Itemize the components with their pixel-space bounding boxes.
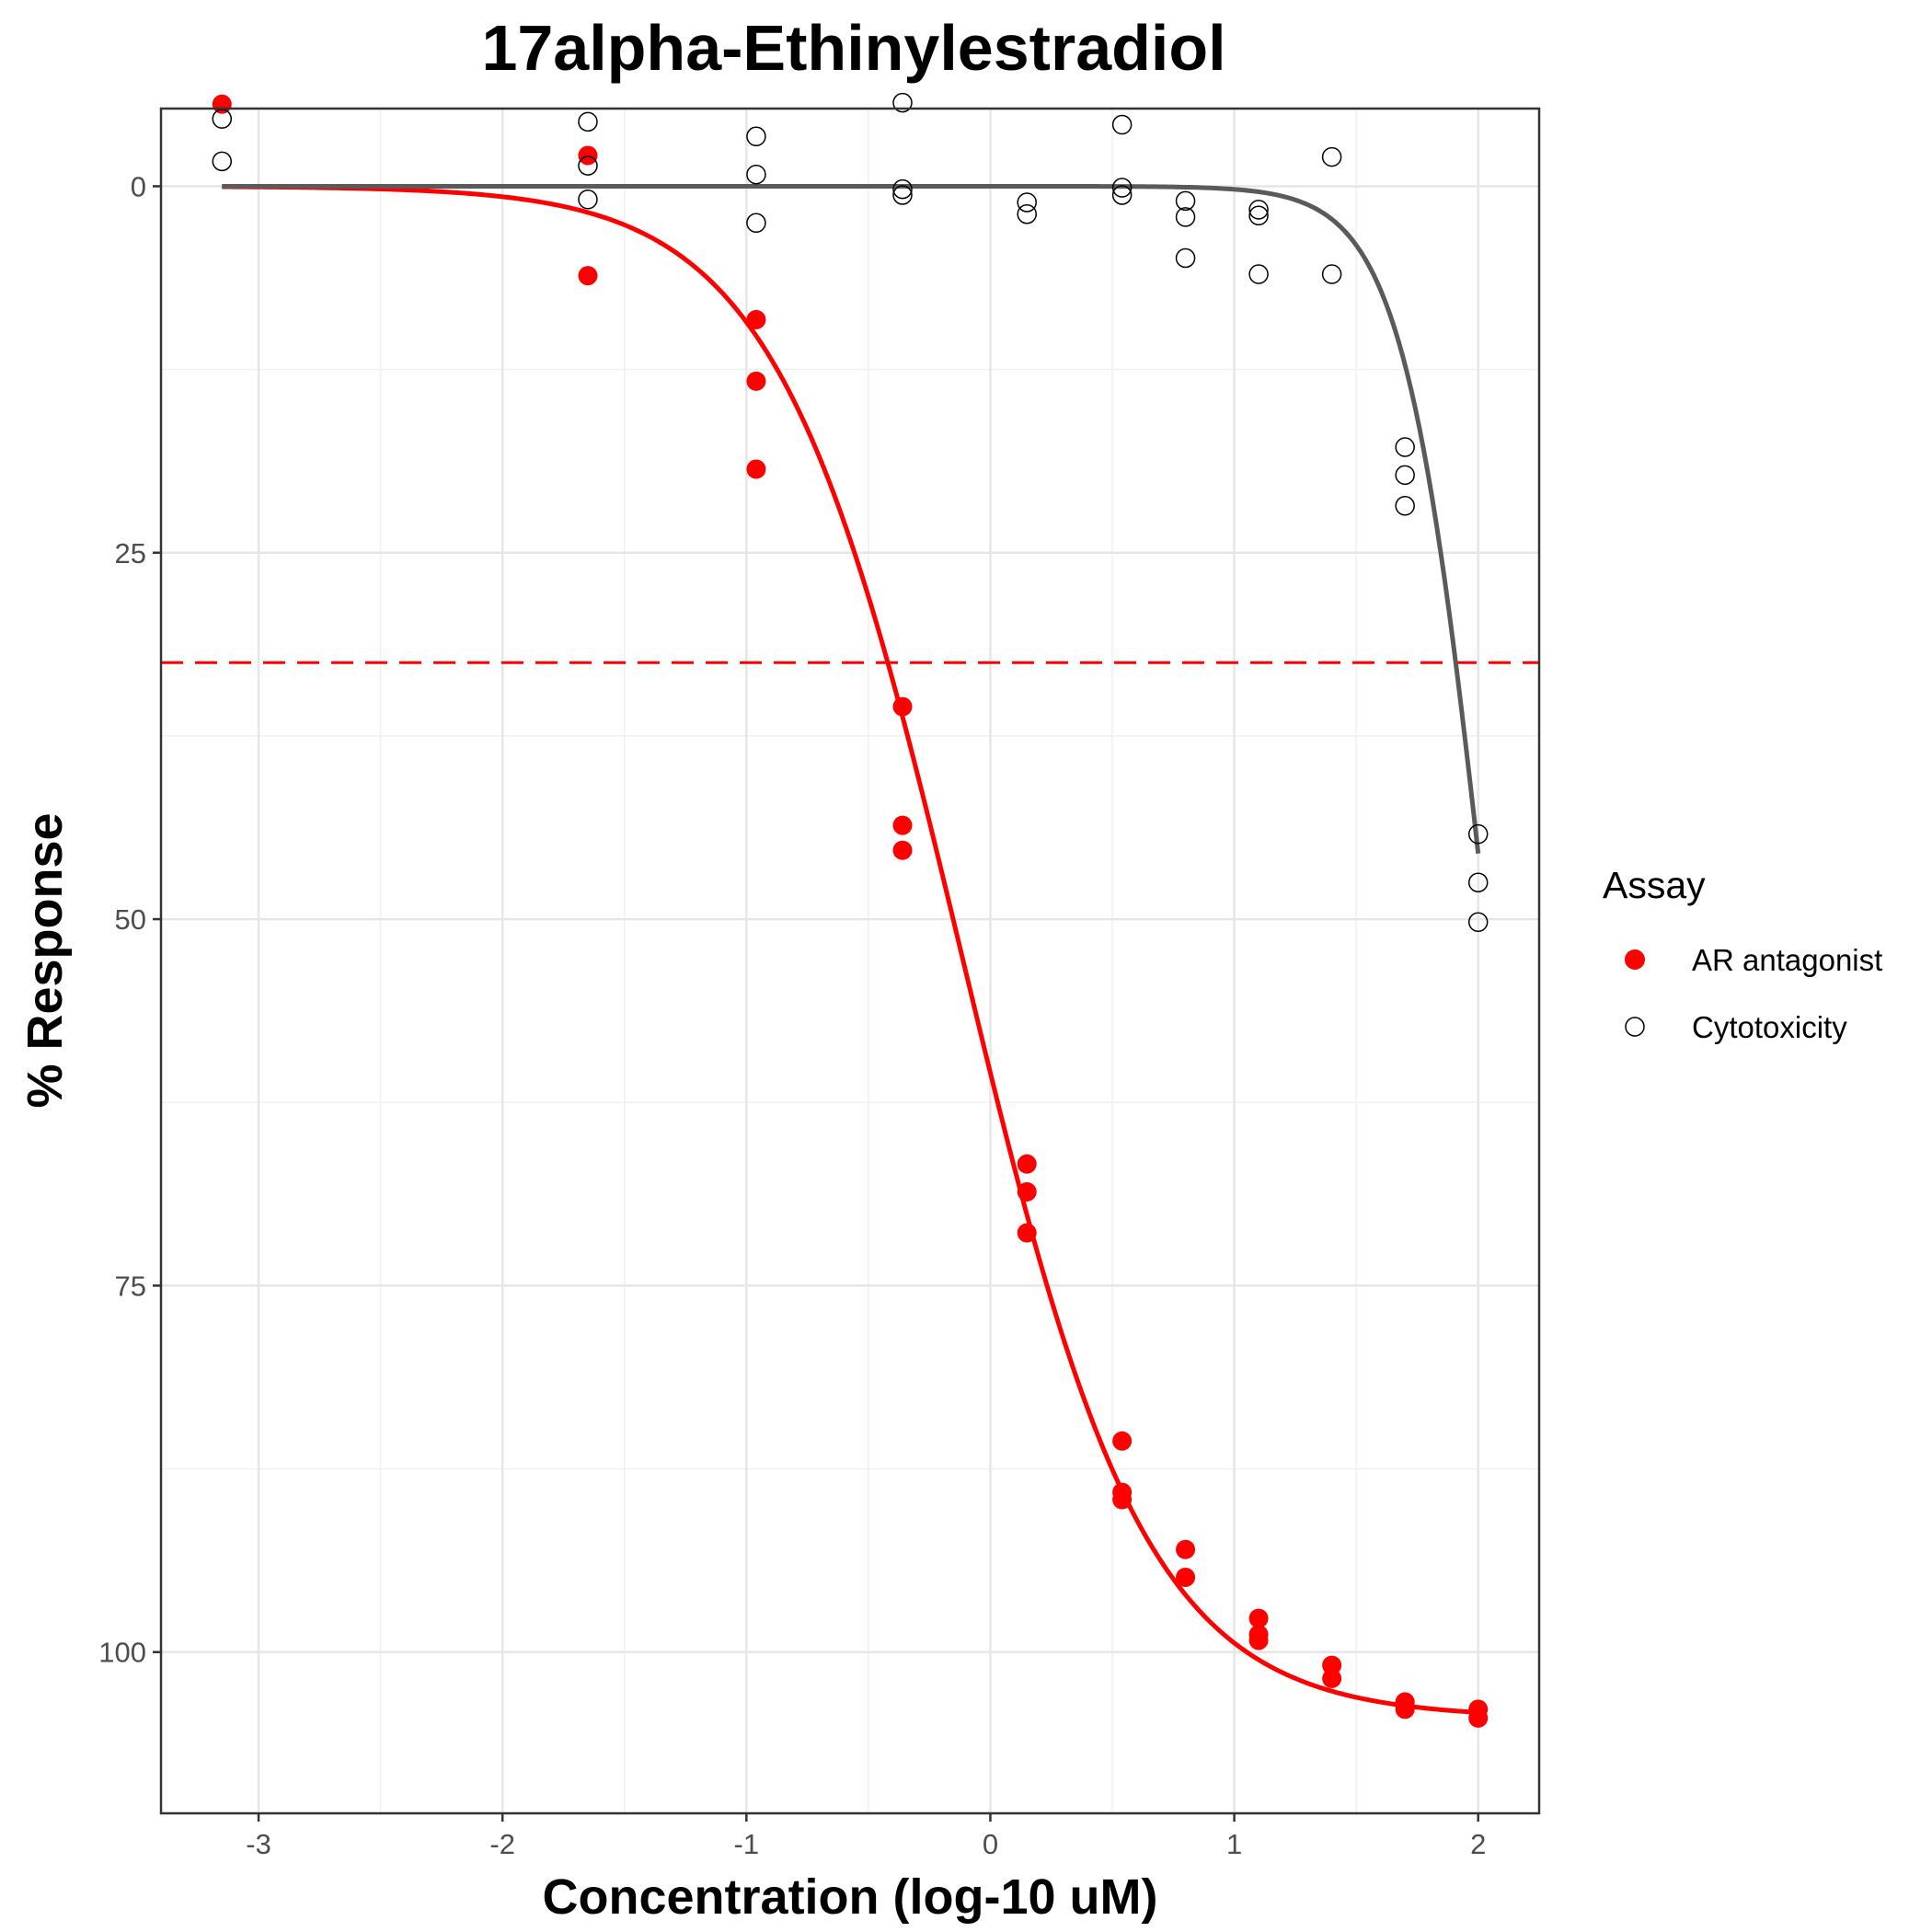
- data-point: [892, 815, 913, 835]
- data-point: [1111, 178, 1133, 198]
- x-tick-label: 0: [983, 1828, 998, 1860]
- legend-items: AR antagonist Cytotoxicity: [1625, 943, 1882, 1044]
- major-gridlines: [161, 109, 1539, 1813]
- data-point: [1176, 1567, 1196, 1587]
- data-point: [1017, 1181, 1037, 1202]
- data-point: [1175, 247, 1196, 269]
- data-point: [1467, 872, 1489, 893]
- data-point: [212, 94, 232, 114]
- data-point: [892, 840, 913, 860]
- data-point: [578, 155, 598, 176]
- data-point: [892, 696, 913, 717]
- data-point: [1017, 203, 1037, 224]
- data-point: [1248, 200, 1269, 220]
- data-point: [1468, 1708, 1489, 1728]
- data-point: [892, 92, 913, 113]
- data-point: [1112, 1431, 1133, 1451]
- data-point: [1467, 823, 1489, 845]
- data-point: [1112, 1489, 1133, 1510]
- y-tick-label: 50: [115, 903, 146, 936]
- chart-title: 17alpha-Ethinylestradiol: [481, 12, 1225, 84]
- data-point: [1111, 114, 1133, 135]
- data-point: [1111, 185, 1133, 205]
- x-tick-label: -3: [246, 1828, 271, 1860]
- data-point: [746, 371, 766, 391]
- data-point: [1175, 207, 1196, 227]
- data-point: [892, 185, 913, 205]
- y-tick-label: 75: [115, 1270, 146, 1302]
- fit-curve: [222, 184, 1478, 1715]
- data-point: [1176, 1539, 1196, 1559]
- legend-label: AR antagonist: [1692, 943, 1882, 977]
- data-point: [578, 266, 598, 286]
- x-tick-label: 1: [1226, 1828, 1242, 1860]
- y-axis: 0 25 50 75 100: [98, 170, 161, 1669]
- x-tick-label: 2: [1470, 1828, 1486, 1860]
- data-point: [1175, 190, 1196, 212]
- data-point: [1322, 1668, 1342, 1688]
- x-tick-label: -1: [734, 1828, 760, 1860]
- y-tick-label: 100: [98, 1637, 146, 1669]
- x-tick-label: -2: [489, 1828, 515, 1860]
- plot-border: [159, 107, 1541, 1815]
- data-point: [1017, 1154, 1037, 1174]
- data-point: [1395, 465, 1415, 486]
- data-point: [212, 151, 233, 172]
- legend-key-open-circle: [1625, 1017, 1645, 1037]
- data-point: [578, 111, 598, 132]
- data-point: [1321, 146, 1342, 167]
- fit-curve: [222, 183, 1481, 855]
- data-point: [1248, 1630, 1269, 1650]
- plot-background: [161, 109, 1539, 1813]
- data-point: [1395, 437, 1415, 457]
- data-point: [746, 126, 766, 147]
- data-point: [1321, 264, 1342, 284]
- y-tick-label: 0: [131, 170, 146, 202]
- legend: Assay AR antagonist Cytotoxicity: [1603, 864, 1882, 1044]
- data-point: [746, 309, 766, 329]
- data-points: [212, 92, 1489, 1728]
- y-axis-title: % Response: [17, 812, 73, 1108]
- data-point: [1017, 1223, 1037, 1243]
- legend-title: Assay: [1603, 864, 1706, 906]
- fit-curves: [222, 183, 1481, 1715]
- data-point: [1395, 496, 1415, 516]
- data-point: [578, 145, 598, 166]
- data-point: [1395, 1699, 1415, 1719]
- data-point: [746, 459, 766, 479]
- legend-label: Cytotoxicity: [1692, 1010, 1847, 1044]
- data-point: [746, 164, 766, 185]
- data-point: [1248, 205, 1269, 226]
- data-point: [1017, 192, 1037, 213]
- data-point: [1467, 912, 1489, 933]
- legend-key-filled-circle: [1625, 949, 1645, 970]
- y-tick-label: 25: [115, 537, 146, 569]
- data-point: [892, 178, 913, 200]
- data-point: [1248, 264, 1269, 284]
- data-point: [1248, 1608, 1269, 1628]
- x-axis: -3 -2 -1 0 1 2: [246, 1813, 1486, 1860]
- x-axis-title: Concentration (log-10 uM): [543, 1869, 1158, 1925]
- data-point: [746, 213, 766, 234]
- minor-gridlines: [161, 109, 1539, 1813]
- data-point: [578, 190, 598, 210]
